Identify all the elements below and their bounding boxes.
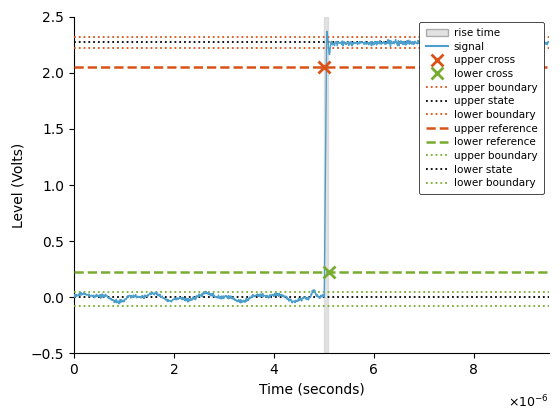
Legend: rise time, signal, upper cross, lower cross, upper boundary, upper state, lower : rise time, signal, upper cross, lower cr… [419, 22, 544, 194]
Text: $\times10^{-6}$: $\times10^{-6}$ [508, 394, 549, 410]
X-axis label: Time (seconds): Time (seconds) [259, 383, 364, 397]
Y-axis label: Level (Volts): Level (Volts) [11, 142, 25, 228]
Bar [324, 17, 328, 354]
